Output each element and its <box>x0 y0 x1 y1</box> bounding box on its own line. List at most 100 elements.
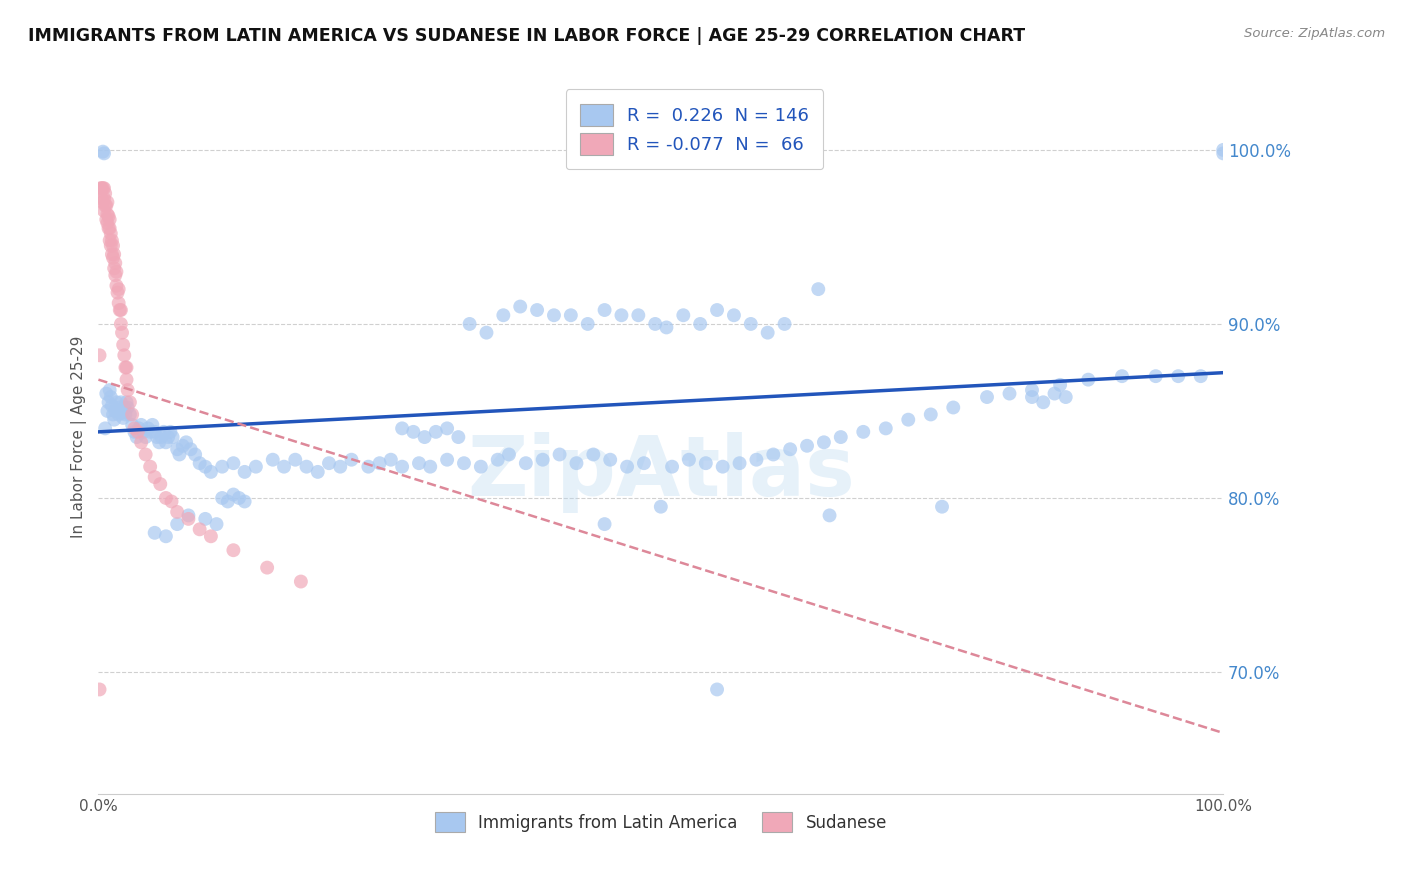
Point <box>93 192 115 206</box>
Point <box>633 456 655 470</box>
Point <box>112 401 135 415</box>
Point <box>1043 386 1066 401</box>
Point <box>104 256 127 270</box>
Point <box>391 421 413 435</box>
Point <box>447 430 470 444</box>
Point <box>425 425 447 439</box>
Point <box>101 238 124 252</box>
Point <box>107 296 129 310</box>
Point <box>222 543 245 558</box>
Point <box>200 465 222 479</box>
Point <box>146 430 169 444</box>
Point <box>616 459 638 474</box>
Point <box>818 508 841 523</box>
Point <box>155 491 177 505</box>
Point <box>155 529 177 543</box>
Point <box>97 395 120 409</box>
Point <box>143 470 166 484</box>
Point <box>318 456 340 470</box>
Point <box>174 435 197 450</box>
Point <box>290 574 312 589</box>
Point <box>98 234 121 248</box>
Point <box>509 300 531 314</box>
Point <box>169 448 191 462</box>
Point <box>157 430 180 444</box>
Point <box>200 529 222 543</box>
Point <box>166 517 188 532</box>
Point <box>380 452 402 467</box>
Point <box>96 404 118 418</box>
Point <box>1032 395 1054 409</box>
Point <box>114 408 136 422</box>
Point <box>115 373 138 387</box>
Point <box>129 417 152 432</box>
Point <box>111 326 134 340</box>
Point <box>256 560 278 574</box>
Point <box>180 442 202 457</box>
Point <box>1212 143 1234 157</box>
Point <box>661 459 683 474</box>
Point <box>920 408 942 422</box>
Point <box>152 425 174 439</box>
Point <box>1021 383 1043 397</box>
Point <box>132 425 155 439</box>
Point <box>875 421 897 435</box>
Point <box>329 459 352 474</box>
Point <box>813 435 835 450</box>
Point <box>576 317 599 331</box>
Point <box>97 221 120 235</box>
Point <box>115 395 138 409</box>
Point <box>91 195 114 210</box>
Point <box>1189 369 1212 384</box>
Point <box>93 203 115 218</box>
Point <box>96 195 118 210</box>
Point <box>599 452 621 467</box>
Point <box>233 465 256 479</box>
Point <box>1212 146 1234 161</box>
Point <box>110 303 132 318</box>
Point <box>108 303 131 318</box>
Point <box>162 430 184 444</box>
Point <box>96 386 118 401</box>
Point <box>672 308 695 322</box>
Point <box>118 408 141 422</box>
Point <box>100 390 122 404</box>
Point <box>127 425 149 439</box>
Point <box>107 408 129 422</box>
Point <box>357 459 380 474</box>
Point <box>228 491 250 505</box>
Point <box>593 303 616 318</box>
Point <box>1111 369 1133 384</box>
Legend: Immigrants from Latin America, Sudanese: Immigrants from Latin America, Sudanese <box>427 805 894 839</box>
Point <box>194 459 217 474</box>
Point <box>217 494 239 508</box>
Point <box>695 456 717 470</box>
Point <box>100 238 122 252</box>
Point <box>166 442 188 457</box>
Point <box>104 404 127 418</box>
Point <box>391 459 413 474</box>
Point <box>222 487 245 501</box>
Point <box>998 386 1021 401</box>
Point <box>101 399 124 413</box>
Point <box>762 448 785 462</box>
Point <box>90 192 112 206</box>
Text: Source: ZipAtlas.com: Source: ZipAtlas.com <box>1244 27 1385 40</box>
Point <box>111 406 134 420</box>
Point <box>453 456 475 470</box>
Point <box>942 401 965 415</box>
Point <box>135 448 157 462</box>
Point <box>96 212 118 227</box>
Point <box>124 425 146 439</box>
Point <box>188 522 211 536</box>
Point <box>413 430 436 444</box>
Point <box>644 317 666 331</box>
Y-axis label: In Labor Force | Age 25-29: In Labor Force | Age 25-29 <box>72 336 87 538</box>
Point <box>100 227 122 241</box>
Point <box>582 448 605 462</box>
Point <box>139 459 162 474</box>
Point <box>486 452 509 467</box>
Point <box>166 505 188 519</box>
Point <box>105 395 128 409</box>
Point <box>897 412 920 426</box>
